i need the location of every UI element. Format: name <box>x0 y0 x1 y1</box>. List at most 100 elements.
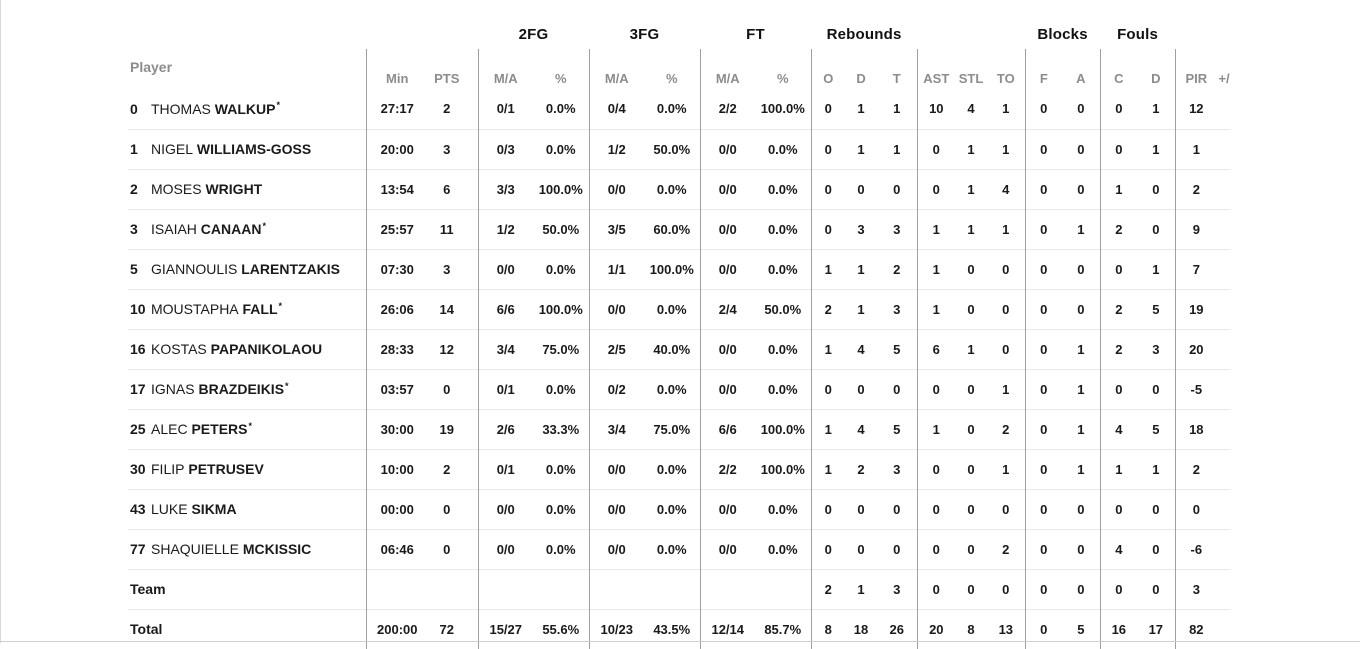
group-header-rebounds: Rebounds <box>826 26 902 43</box>
stat-ft-ma: 0/0 <box>699 328 755 369</box>
col-header-3fg-ma: M/A <box>588 49 644 89</box>
player-name[interactable]: ALEC PETERS* <box>151 421 252 438</box>
player-name[interactable]: SHAQUIELLE MCKISSIC <box>151 541 311 557</box>
player-name[interactable]: THOMAS WALKUP* <box>151 100 280 117</box>
col-header-pts: PTS <box>434 71 460 86</box>
stat-2fg-ma: 2/6 <box>477 408 533 449</box>
stat-ft-pct <box>755 568 812 609</box>
stat-foul-d: 1 <box>1152 101 1160 117</box>
stat-3fg-pct: 0.0% <box>644 488 700 529</box>
group-header-2fg: 2FG <box>518 26 549 43</box>
stat-reb-d: 0 <box>845 488 878 529</box>
player-cell: 10 MOUSTAPHA FALL* <box>128 288 366 329</box>
player-row: 43 LUKE SIKMA 00:00 0 0/0 0.0% 0/0 0.0% 0/0 0.0% 0… <box>128 488 1232 529</box>
stat-pir: 3 <box>1174 568 1218 609</box>
group-header-ft: FT <box>746 26 765 43</box>
col-header-pir: PIR <box>1174 49 1218 89</box>
starter-mark: * <box>262 220 266 231</box>
stat-pts: 14 <box>428 288 478 329</box>
stat-ft-ma: 0/0 <box>699 208 755 249</box>
player-name[interactable]: GIANNOULIS LARENTZAKIS <box>151 261 340 277</box>
player-name[interactable]: LUKE SIKMA <box>151 501 237 517</box>
stat-pir: 20 <box>1174 328 1218 369</box>
stat-to: 0 <box>987 568 1026 609</box>
stat-min: 26:06 <box>365 288 428 329</box>
stat-plus-minus <box>1217 128 1232 169</box>
total-row: Total 200:00 72 15/27 55.6% 10/23 43.5% 12/14 85… <box>128 608 1232 649</box>
player-first-name: IGNAS <box>151 381 195 398</box>
stat-min: 10:00 <box>365 448 428 489</box>
stat-pir: 18 <box>1174 408 1218 449</box>
box-score-panel: 2FG 3FG FT Rebounds Blocks Fouls Player … <box>128 0 1232 649</box>
stat-foul-c: 16 <box>1099 608 1138 649</box>
stat-ast: 1 <box>916 288 956 329</box>
player-first-name: MOSES <box>151 181 202 197</box>
stat-ft-ma: 0/0 <box>699 368 755 409</box>
stat-pir: -5 <box>1174 368 1218 409</box>
stat-2fg-pct: 0.0% <box>533 448 589 489</box>
stat-blk-f: 0 <box>1024 328 1063 369</box>
stat-pir: 2 <box>1174 448 1218 489</box>
player-cell: 2 MOSES WRIGHT <box>128 168 366 209</box>
stat-reb-o: 0 <box>810 368 846 409</box>
stat-blk-a: 1 <box>1062 368 1101 409</box>
player-name[interactable]: IGNAS BRAZDEIKIS* <box>151 381 289 398</box>
stat-reb-t: 5 <box>877 408 918 449</box>
stat-stl: 1 <box>955 168 988 209</box>
stat-pts <box>428 568 478 609</box>
stat-foul-c: 2 <box>1099 288 1138 329</box>
stat-reb-o: 2 <box>810 288 846 329</box>
stat-3fg-ma: 0/0 <box>588 168 644 209</box>
stat-ft-pct: 0.0% <box>755 168 812 209</box>
stat-3fg-pct: 43.5% <box>644 608 700 649</box>
player-last-name: LARENTZAKIS <box>241 261 341 277</box>
player-row: 17 IGNAS BRAZDEIKIS* 03:57 0 0/1 0.0% 0/2 0.0% 0… <box>128 368 1232 409</box>
stat-2fg-ma: 0/1 <box>477 368 533 409</box>
stat-ast: 0 <box>916 568 956 609</box>
player-first-name: NIGEL <box>151 141 194 157</box>
player-last-name: WRIGHT <box>205 181 263 197</box>
stat-reb-t: 3 <box>877 288 918 329</box>
stat-ast: 0 <box>916 448 956 489</box>
col-header-to: TO <box>996 71 1015 86</box>
stat-foul-c: 4 <box>1099 408 1138 449</box>
stat-pir: 82 <box>1174 608 1218 649</box>
player-name[interactable]: KOSTAS PAPANIKOLAOU <box>151 341 322 357</box>
player-cell: 5 GIANNOULIS LARENTZAKIS <box>128 248 366 289</box>
stat-blk-a: 1 <box>1062 328 1101 369</box>
stat-stl: 1 <box>955 328 988 369</box>
stat-stl: 0 <box>955 288 988 329</box>
player-row: 3 ISAIAH CANAAN* 25:57 11 1/2 50.0% 3/5 60.0% 0/… <box>128 208 1232 249</box>
stat-blk-a: 0 <box>1062 528 1101 569</box>
stat-3fg-pct: 60.0% <box>644 208 700 249</box>
stat-3fg-pct: 0.0% <box>656 101 687 117</box>
stat-foul-c: 0 <box>1099 128 1138 169</box>
stat-foul-d: 17 <box>1137 608 1176 649</box>
player-name[interactable]: FILIP PETRUSEV <box>151 461 264 477</box>
stat-3fg-pct: 40.0% <box>644 328 700 369</box>
col-header-plus-minus: +/ <box>1218 71 1230 86</box>
stat-reb-o: 0 <box>810 128 846 169</box>
player-last-name: SIKMA <box>191 501 237 517</box>
player-name[interactable]: MOSES WRIGHT <box>151 181 262 197</box>
stat-3fg-pct: 0.0% <box>644 168 700 209</box>
stat-3fg-pct: 0.0% <box>644 448 700 489</box>
stat-ast: 0 <box>916 128 956 169</box>
player-name[interactable]: NIGEL WILLIAMS-GOSS <box>151 141 311 157</box>
player-number: 5 <box>130 261 138 277</box>
stat-2fg-pct: 0.0% <box>533 128 589 169</box>
stat-ast: 0 <box>916 528 956 569</box>
stat-blk-f: 0 <box>1024 248 1063 289</box>
stat-reb-d: 4 <box>845 328 878 369</box>
player-name[interactable]: MOUSTAPHA FALL* <box>151 301 282 318</box>
stat-plus-minus <box>1217 168 1232 209</box>
stat-pts: 2 <box>428 448 478 489</box>
stat-2fg-pct: 100.0% <box>533 288 589 329</box>
stat-pir: 12 <box>1174 89 1218 129</box>
player-number: 43 <box>130 501 146 517</box>
player-name[interactable]: ISAIAH CANAAN* <box>151 220 266 238</box>
stat-ft-ma <box>699 568 755 609</box>
stat-blk-a: 0 <box>1062 128 1101 169</box>
stat-blk-a: 0 <box>1077 101 1085 117</box>
stat-2fg-ma: 3/4 <box>477 328 533 369</box>
